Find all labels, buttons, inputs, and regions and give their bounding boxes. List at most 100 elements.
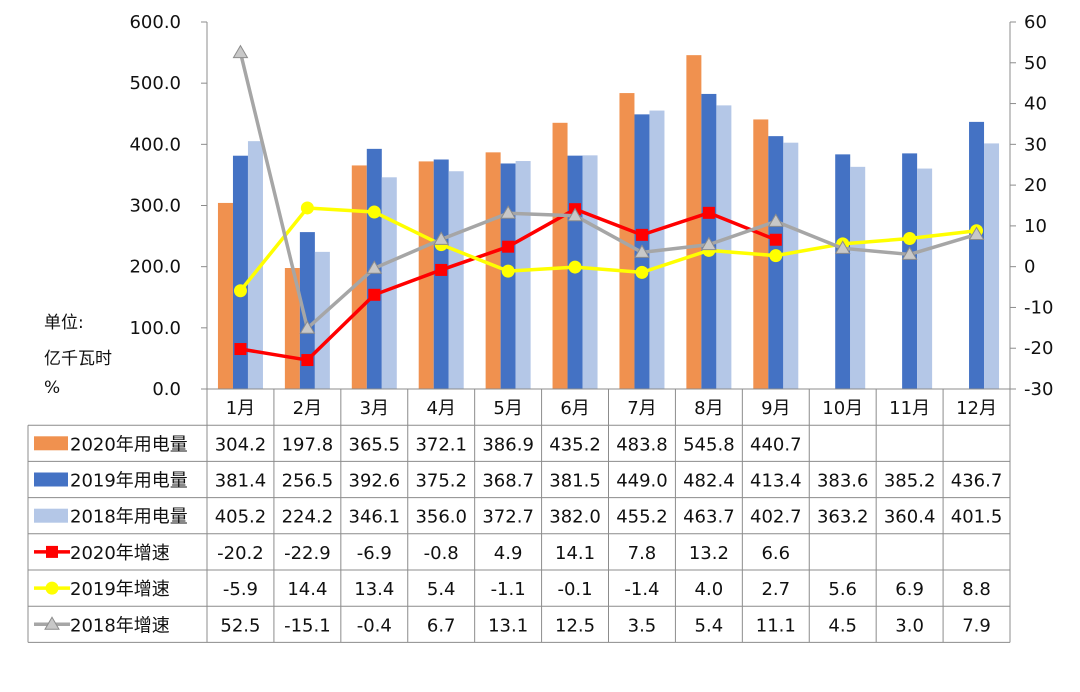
table-cell: 6.9 xyxy=(895,579,924,600)
marker-2019年增速 xyxy=(769,249,783,263)
legend-label: 2019年用电量 xyxy=(70,471,188,492)
right-tick-label: 20 xyxy=(1024,175,1047,196)
table-cell: 6.6 xyxy=(761,543,790,564)
table-cell: 401.5 xyxy=(951,507,1003,528)
table-cell: 8.8 xyxy=(962,579,991,600)
right-tick-label: -10 xyxy=(1024,297,1053,318)
table-cell: 4.0 xyxy=(695,579,724,600)
bar-2020年用电量 xyxy=(619,93,635,389)
marker-2018年增速 xyxy=(433,231,450,245)
table-cell: 256.5 xyxy=(282,471,334,492)
marker-2020年增速 xyxy=(301,354,314,367)
marker-2019年增速 xyxy=(903,232,917,246)
category-label: 6月 xyxy=(560,398,589,419)
marker-2020年增速 xyxy=(502,240,515,253)
table-cell: 382.0 xyxy=(549,507,601,528)
table-cell: -0.4 xyxy=(357,615,392,636)
right-tick-label: 50 xyxy=(1024,53,1047,74)
legend-label: 2020年用电量 xyxy=(70,434,188,455)
table-cell: 13.4 xyxy=(354,579,394,600)
right-tick-label: 10 xyxy=(1024,216,1047,237)
right-tick-label: 30 xyxy=(1024,134,1047,155)
category-label: 2月 xyxy=(293,398,322,419)
marker-2020年增速 xyxy=(368,288,381,301)
table-cell: -5.9 xyxy=(223,579,258,600)
marker-2020年增速 xyxy=(435,263,448,276)
table-cell: 197.8 xyxy=(282,434,334,455)
bar-2018年用电量 xyxy=(984,143,1000,389)
left-tick-label: 500.0 xyxy=(129,73,181,94)
bar-2019年用电量 xyxy=(232,155,248,389)
table-cell: 413.4 xyxy=(750,471,802,492)
table-cell: -22.9 xyxy=(284,543,331,564)
bar-2019年用电量 xyxy=(768,136,784,389)
bar-2019年用电量 xyxy=(299,232,315,389)
left-tick-label: 400.0 xyxy=(129,134,181,155)
table-cell: -20.2 xyxy=(217,543,264,564)
right-tick-label: 0 xyxy=(1024,257,1035,278)
category-label: 11月 xyxy=(889,398,930,419)
table-cell: 224.2 xyxy=(282,507,334,528)
table-cell: -1.4 xyxy=(624,579,659,600)
category-label: 1月 xyxy=(226,398,255,419)
legend-label: 2019年增速 xyxy=(70,579,170,600)
category-label: 4月 xyxy=(426,398,455,419)
legend-key-2019年用电量 xyxy=(34,472,68,487)
left-tick-label: 300.0 xyxy=(129,196,181,217)
bar-2019年用电量 xyxy=(969,121,985,390)
table-cell: -0.8 xyxy=(424,543,459,564)
table-cell: -15.1 xyxy=(284,615,331,636)
marker-2018年增速 xyxy=(767,213,784,227)
line-2018年增速 xyxy=(238,52,978,330)
marker-2018年增速 xyxy=(701,236,717,251)
legend-key-2018年用电量 xyxy=(34,508,68,523)
table-cell: 304.2 xyxy=(215,434,267,455)
table-cell: 3.0 xyxy=(895,615,924,636)
table-cell: 372.1 xyxy=(415,434,467,455)
category-label: 8月 xyxy=(694,398,723,419)
table-cell: 463.7 xyxy=(683,507,735,528)
table-cell: 3.5 xyxy=(628,615,657,636)
legend-label: 2018年增速 xyxy=(70,615,170,636)
marker-2020年增速 xyxy=(635,228,648,241)
table-cell: 7.9 xyxy=(962,615,991,636)
table-cell: 381.5 xyxy=(549,471,601,492)
unit-label: 单位: xyxy=(44,313,84,333)
table-cell: 405.2 xyxy=(215,507,267,528)
bar-2018年用电量 xyxy=(716,105,732,389)
table-cell: 449.0 xyxy=(616,471,668,492)
table-cell: 385.2 xyxy=(884,471,936,492)
table-cell: 13.2 xyxy=(689,543,729,564)
bar-2018年用电量 xyxy=(850,166,866,389)
table-cell: 363.2 xyxy=(817,507,869,528)
bar-2019年用电量 xyxy=(902,153,918,389)
bar-2020年用电量 xyxy=(686,55,702,389)
table-cell: 13.1 xyxy=(488,615,528,636)
marker-2018年增速 xyxy=(299,320,316,334)
table-cell: 11.1 xyxy=(756,615,796,636)
right-tick-label: -30 xyxy=(1024,379,1053,400)
table-cell: 4.5 xyxy=(828,615,857,636)
marker-2018年增速 xyxy=(901,246,918,260)
table-cell: 381.4 xyxy=(215,471,267,492)
table-cell: 52.5 xyxy=(220,615,260,636)
category-label: 7月 xyxy=(627,398,656,419)
bar-2018年用电量 xyxy=(783,142,799,389)
table-cell: 482.4 xyxy=(683,471,735,492)
left-tick-label: 200.0 xyxy=(129,257,181,278)
category-label: 12月 xyxy=(956,398,997,419)
right-tick-label: 60 xyxy=(1024,12,1047,33)
category-label: 9月 xyxy=(761,398,790,419)
bar-2018年用电量 xyxy=(448,171,464,389)
legend-marker-2019年增速 xyxy=(45,581,59,595)
marker-2018年增速 xyxy=(366,260,383,274)
table-cell: 14.1 xyxy=(555,543,595,564)
marker-2019年增速 xyxy=(233,284,247,298)
marker-2018年增速 xyxy=(968,226,985,240)
bar-2020年用电量 xyxy=(552,122,568,389)
left-tick-label: 0.0 xyxy=(152,379,181,400)
table-cell: 2.7 xyxy=(761,579,790,600)
bar-2018年用电量 xyxy=(582,155,598,389)
